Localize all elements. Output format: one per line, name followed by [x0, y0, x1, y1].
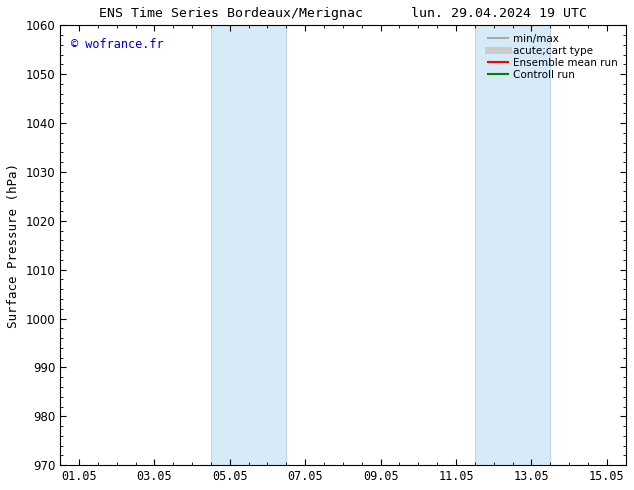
Y-axis label: Surface Pressure (hPa): Surface Pressure (hPa)	[7, 163, 20, 328]
Bar	[475, 25, 550, 465]
Title: ENS Time Series Bordeaux/Merignac      lun. 29.04.2024 19 UTC: ENS Time Series Bordeaux/Merignac lun. 2…	[99, 7, 587, 20]
Text: © wofrance.fr: © wofrance.fr	[72, 39, 164, 51]
Bar	[211, 25, 287, 465]
Legend: min/max, acute;cart type, Ensemble mean run, Controll run: min/max, acute;cart type, Ensemble mean …	[484, 30, 621, 83]
